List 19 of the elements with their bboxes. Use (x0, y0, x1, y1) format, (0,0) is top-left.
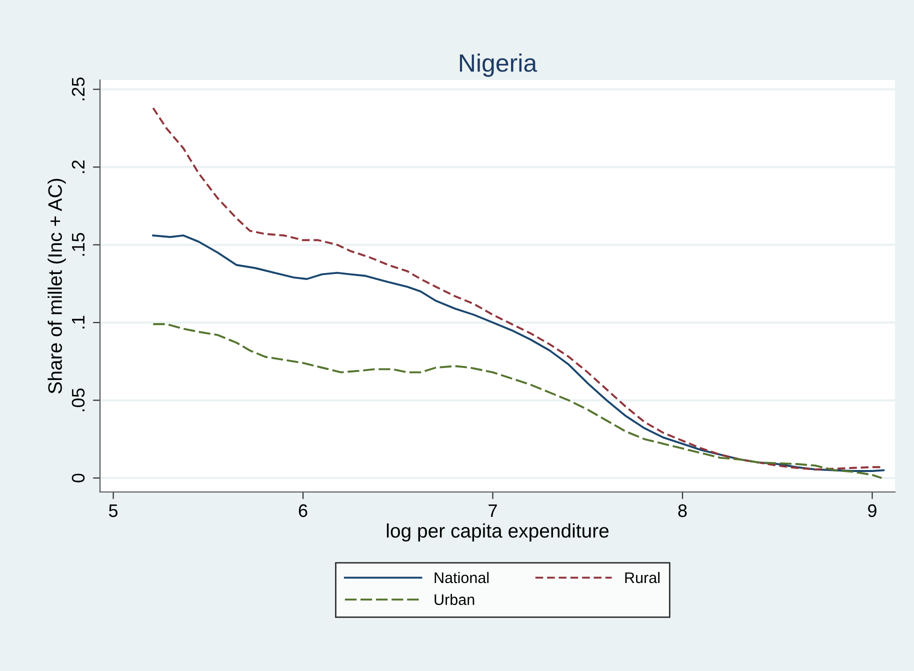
x-tick-label: 7 (488, 504, 497, 517)
y-tick-label: .25 (72, 78, 85, 100)
x-tick-label: 6 (298, 504, 308, 518)
y-tick-label: .1 (72, 316, 84, 328)
x-axis-title: log per capita expenditure (386, 523, 609, 542)
chart-title: Nigeria (460, 54, 538, 77)
x-tick-label: 9 (868, 504, 876, 518)
x-tick-label: 8 (678, 504, 687, 518)
y-tick-label: .05 (72, 388, 85, 412)
line-series (152, 323, 883, 479)
legend-label: Urban (434, 594, 474, 606)
line-series (152, 234, 885, 472)
y-axis-title: Share of millet (Inc + AC) (48, 178, 66, 394)
y-tick-label: .15 (72, 233, 85, 256)
x-tick-label: 5 (108, 504, 118, 518)
y-tick-label: .2 (72, 160, 84, 173)
y-tick-label: 0 (72, 474, 85, 482)
legend-label: Rural (625, 572, 660, 584)
legend-label: National (434, 572, 489, 584)
